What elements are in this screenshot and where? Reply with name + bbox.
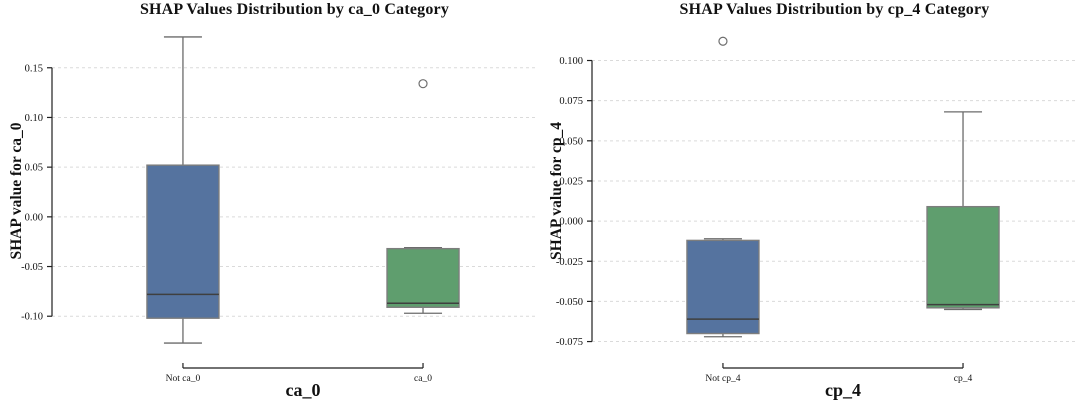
category-tick-label: cp_4 [954,374,973,384]
x-axis-label-ca0: ca_0 [285,380,321,400]
chart-title-ca0: SHAP Values Distribution by ca_0 Categor… [139,1,450,18]
y-tick-label: 0.025 [559,176,583,187]
y-tick-label: 0.075 [559,96,583,107]
y-tick-label: 0.10 [25,113,43,124]
y-tick-label: 0.00 [25,212,43,223]
y-tick-label: 0.100 [559,56,583,67]
y-tick-label: -0.075 [556,337,583,348]
box-not-cp_4 [686,36,760,338]
outlier-point [718,36,728,46]
y-tick-label: 0.15 [25,63,43,74]
y-tick-label: 0.000 [559,217,583,228]
boxplot-canvas-cp4: 0.100 0.075 0.050 0.025 0.000 -0.025 -0.050 -0.… [556,36,1077,384]
category-tick-label: Not ca_0 [166,374,201,384]
chart-panel-cp4: SHAP Values Distribution by cp_4 Categor… [540,0,1080,410]
chart-title-cp4: SHAP Values Distribution by cp_4 Categor… [679,1,990,18]
chart-panel-ca0: SHAP Values Distribution by ca_0 Categor… [8,1,537,400]
y-tick-label: -0.025 [556,257,583,268]
outlier-point [418,79,428,89]
box-cp_4 [926,111,1000,311]
iqr-box [386,247,460,308]
category-tick-label: Not cp_4 [705,374,740,384]
iqr-box [926,205,1000,309]
iqr-box [686,239,760,335]
iqr-box [146,164,220,319]
category-tick-label: ca_0 [414,374,432,384]
y-tick-label: -0.050 [556,297,583,308]
x-axis-label-cp4: cp_4 [824,380,861,400]
y-tick-label: 0.050 [559,136,583,147]
y-tick-label: 0.05 [25,163,43,174]
y-tick-label: -0.10 [21,312,43,323]
boxplot-canvas-ca0: 0.15 0.10 0.05 0.00 -0.05 -0.10 Not ca_0 ca_0 [21,36,537,384]
y-tick-label: -0.05 [21,262,43,273]
box-ca_0 [386,79,460,314]
box-not-ca_0 [146,36,220,344]
